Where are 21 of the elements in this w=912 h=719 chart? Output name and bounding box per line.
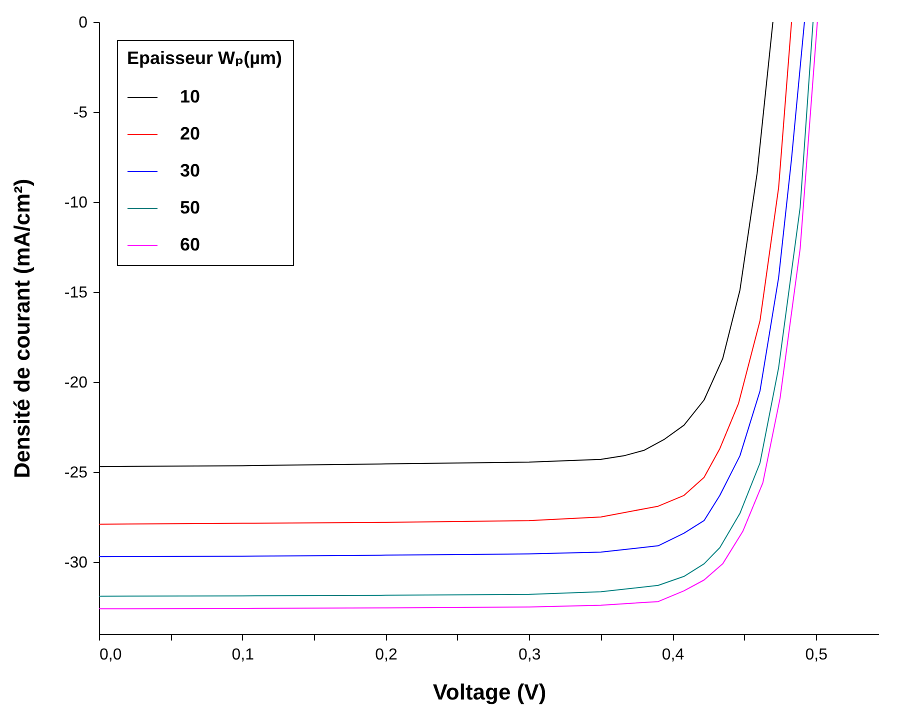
y-axis-title: Densité de courant (mA/cm²) <box>9 178 34 478</box>
y-tick-label: -20 <box>64 374 88 392</box>
x-tick-label: 0,5 <box>805 646 828 664</box>
y-tick-label: 0 <box>78 14 88 32</box>
x-tick-label: 0,3 <box>518 646 541 664</box>
legend-label: 30 <box>180 160 200 180</box>
x-tick-label: 0,2 <box>375 646 398 664</box>
x-tick-label: 0,0 <box>100 646 122 664</box>
y-tick-label: -30 <box>64 554 88 572</box>
legend-label: 10 <box>180 86 200 106</box>
legend-title: Epaisseur Wₚ(µm) <box>127 48 282 68</box>
legend-label: 50 <box>180 198 200 218</box>
legend-label: 60 <box>180 234 200 254</box>
x-axis-title: Voltage (V) <box>432 680 546 704</box>
legend-label: 20 <box>180 124 200 144</box>
y-tick-label: -10 <box>64 194 88 212</box>
y-tick-label: -5 <box>73 104 88 122</box>
y-tick-label: -25 <box>64 464 88 482</box>
y-tick-label: -15 <box>64 284 88 302</box>
x-tick-label: 0,4 <box>662 646 684 664</box>
x-tick-label: 0,1 <box>232 646 254 664</box>
